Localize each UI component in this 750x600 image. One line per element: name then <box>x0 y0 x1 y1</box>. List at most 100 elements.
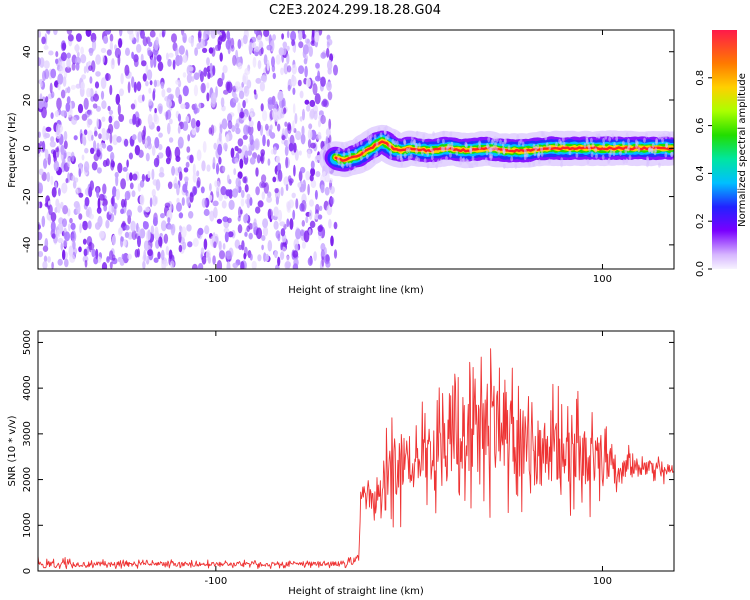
ridge-halo-speck <box>410 135 414 141</box>
noise-speckle <box>262 110 268 122</box>
noise-speckle <box>96 105 101 112</box>
noise-speckle <box>320 114 326 125</box>
noise-speckle <box>192 237 199 247</box>
noise-speckle <box>149 197 153 208</box>
noise-speckle <box>91 134 94 141</box>
noise-speckle <box>50 175 54 186</box>
noise-speckle <box>249 253 253 261</box>
noise-speckle <box>232 262 239 269</box>
ridge-halo-speck <box>362 147 365 153</box>
noise-speckle <box>38 168 44 176</box>
ridge-halo-speck <box>658 162 661 168</box>
noise-speckle <box>44 238 49 249</box>
noise-speckle <box>298 30 303 41</box>
noise-speckle <box>156 54 162 62</box>
noise-speckle <box>276 107 283 120</box>
noise-speckle <box>255 167 259 177</box>
ridge-halo-speck <box>490 139 494 145</box>
noise-speckle <box>251 42 257 49</box>
noise-speckle <box>63 239 68 247</box>
ridge-halo-speck <box>400 161 404 167</box>
noise-speckle <box>62 249 66 261</box>
noise-speckle <box>247 124 254 136</box>
noise-speckle <box>78 213 83 220</box>
noise-speckle <box>318 119 321 128</box>
ridge-halo-speck <box>354 148 357 154</box>
noise-speckle <box>105 72 109 82</box>
noise-speckle <box>290 75 297 87</box>
noise-speckle <box>285 156 289 169</box>
noise-speckle <box>196 177 201 188</box>
noise-speckle <box>85 208 90 218</box>
noise-speckle <box>50 136 55 143</box>
noise-speckle <box>277 123 281 132</box>
noise-speckle <box>65 178 69 184</box>
noise-speckle <box>83 129 88 136</box>
ridge-halo-speck <box>664 134 668 140</box>
noise-speckle <box>106 256 110 262</box>
noise-speckle <box>38 131 41 138</box>
noise-speckle <box>148 87 152 94</box>
noise-speckle <box>95 248 99 260</box>
heatmap-y-tick-label: 20 <box>22 94 33 107</box>
noise-speckle <box>111 206 115 213</box>
ridge-halo-speck <box>503 137 507 143</box>
noise-speckle <box>254 46 260 53</box>
ridge-halo-speck <box>403 140 407 146</box>
noise-speckle <box>328 118 332 130</box>
ridge-halo-speck <box>487 160 491 166</box>
noise-speckle <box>154 226 159 238</box>
noise-speckle <box>178 45 185 55</box>
noise-speckle <box>117 103 121 116</box>
noise-speckle <box>118 114 125 122</box>
noise-speckle <box>120 73 124 85</box>
noise-speckle <box>180 226 187 238</box>
noise-speckle <box>210 30 217 39</box>
noise-speckle <box>224 231 229 243</box>
noise-speckle <box>161 88 166 98</box>
ridge-halo-speck <box>469 147 472 153</box>
noise-speckle <box>159 32 162 38</box>
ridge-halo-speck <box>372 158 376 164</box>
noise-speckle <box>109 261 113 269</box>
noise-speckle <box>177 113 181 122</box>
ridge-halo-speck <box>397 131 401 138</box>
noise-speckle <box>192 163 196 175</box>
snr-line <box>38 348 674 570</box>
noise-speckle <box>248 145 253 155</box>
noise-speckle <box>214 44 221 52</box>
ridge-halo-speck <box>585 134 589 140</box>
noise-speckle <box>93 140 97 152</box>
ridge-halo-speck <box>657 134 661 140</box>
noise-speckle <box>180 103 186 110</box>
noise-speckle <box>41 140 46 152</box>
ridge-halo-speck <box>400 157 404 163</box>
noise-speckle <box>277 169 283 182</box>
noise-speckle <box>222 216 229 223</box>
noise-speckle <box>289 218 294 230</box>
ridge-halo-speck <box>521 141 525 147</box>
snr-x-tick-label: 100 <box>593 576 612 587</box>
noise-speckle <box>68 245 74 257</box>
ridge-halo-speck <box>591 142 595 148</box>
ridge-halo-speck <box>540 146 543 152</box>
noise-speckle <box>62 205 68 215</box>
noise-speckle <box>223 142 228 151</box>
noise-speckle <box>110 151 115 161</box>
ridge-halo-speck <box>442 138 445 144</box>
noise-speckle <box>167 58 172 67</box>
ridge-halo-speck <box>510 156 514 162</box>
ridge-halo-speck <box>449 131 453 137</box>
noise-speckle <box>281 135 286 141</box>
ridge-halo-speck <box>645 132 648 138</box>
heatmap-y-tick-label: 40 <box>22 45 33 58</box>
noise-speckle <box>320 76 326 87</box>
ridge-halo-speck <box>583 142 587 148</box>
noise-speckle <box>225 134 230 143</box>
noise-speckle <box>77 103 84 114</box>
ridge-halo-speck <box>353 166 357 172</box>
noise-speckle <box>119 30 123 37</box>
noise-speckle <box>115 174 119 187</box>
noise-speckle <box>277 256 281 267</box>
noise-speckle <box>42 70 47 82</box>
